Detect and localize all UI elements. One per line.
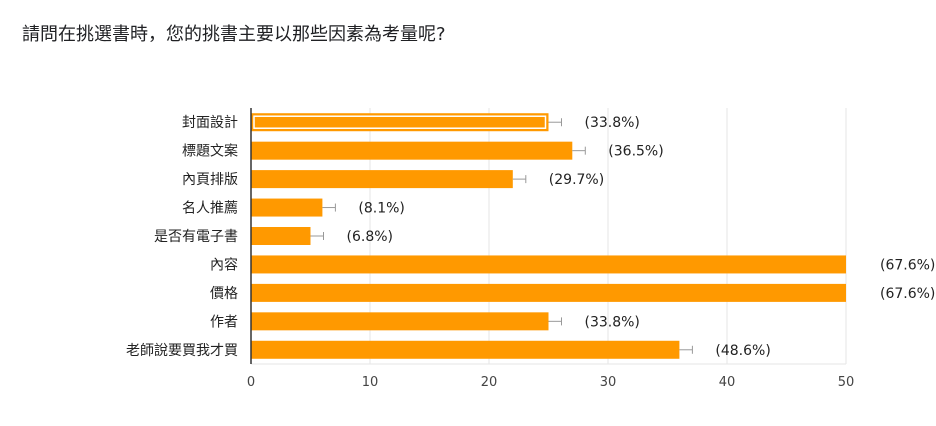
data-label: (67.6%) bbox=[880, 286, 935, 302]
data-label: (8.1%) bbox=[358, 201, 405, 217]
category-label: 名人推薦 bbox=[182, 201, 238, 217]
category-label: 內容 bbox=[210, 256, 238, 273]
x-tick-label: 50 bbox=[838, 375, 855, 390]
data-label: (33.8%) bbox=[585, 115, 640, 131]
category-label: 封面設計 bbox=[182, 115, 238, 131]
x-tick-label: 0 bbox=[247, 375, 255, 390]
data-label: (33.8%) bbox=[585, 314, 640, 330]
x-tick-label: 40 bbox=[719, 375, 736, 390]
category-label: 價格 bbox=[210, 285, 238, 302]
bar bbox=[251, 227, 311, 245]
x-tick-label: 30 bbox=[600, 375, 617, 390]
chart-title: 請問在挑選書時，您的挑書主要以那些因素為考量呢? bbox=[22, 24, 446, 45]
bar bbox=[251, 283, 846, 302]
data-label: (29.7%) bbox=[549, 172, 604, 188]
bar bbox=[251, 255, 846, 274]
category-label: 內頁排版 bbox=[182, 172, 238, 188]
bar bbox=[251, 312, 549, 331]
x-tick-label: 10 bbox=[362, 375, 379, 390]
bar bbox=[251, 170, 513, 189]
x-tick-label: 20 bbox=[481, 375, 498, 390]
bar-highlight bbox=[253, 115, 547, 129]
bar bbox=[251, 340, 680, 359]
bar bbox=[251, 113, 549, 132]
data-label: (36.5%) bbox=[608, 144, 663, 160]
category-label: 老師說要買我才買 bbox=[126, 342, 238, 359]
bar bbox=[251, 141, 573, 160]
data-label: (48.6%) bbox=[715, 343, 770, 359]
category-label: 作者 bbox=[210, 314, 238, 330]
category-label: 標題文案 bbox=[182, 143, 238, 160]
data-label: (67.6%) bbox=[880, 257, 935, 273]
bar bbox=[251, 198, 323, 217]
category-label: 是否有電子書 bbox=[154, 229, 238, 245]
data-label: (6.8%) bbox=[347, 229, 394, 245]
